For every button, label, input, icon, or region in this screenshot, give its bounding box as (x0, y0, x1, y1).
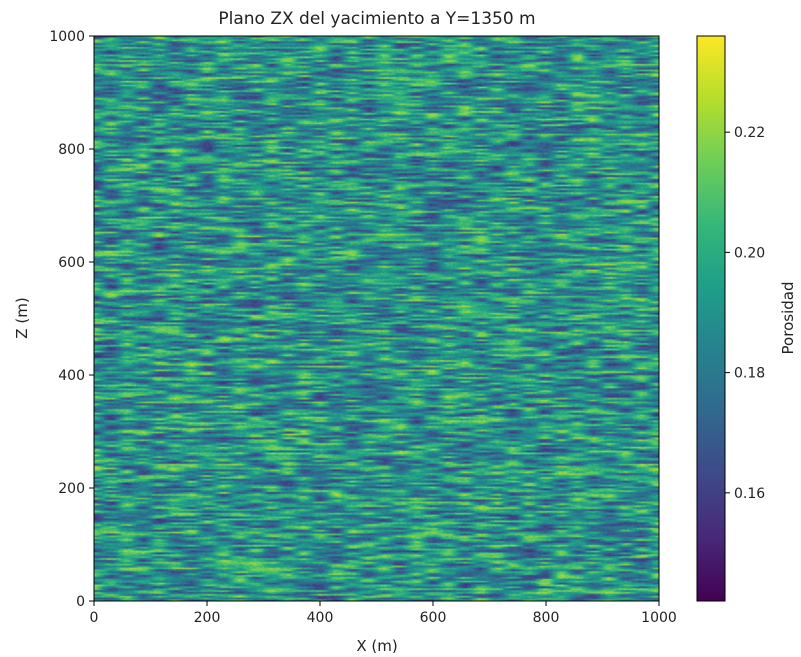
y-axis-label: Z (m) (13, 297, 31, 338)
colorbar-tick-label: 0.18 (734, 366, 765, 382)
x-tick-label: 600 (420, 610, 447, 626)
x-tick-label: 800 (533, 610, 560, 626)
colorbar-tick-label: 0.22 (734, 125, 765, 141)
colorbar-ticks: 0.16 0.18 0.20 0.22 (725, 125, 765, 502)
y-tick-label: 600 (58, 255, 85, 271)
y-tick-label: 200 (58, 481, 85, 497)
x-axis: 0 200 400 600 800 1000 (90, 601, 677, 626)
colorbar-label: Porosidad (779, 282, 797, 355)
y-tick-label: 0 (76, 594, 85, 610)
y-tick-label: 800 (58, 142, 85, 158)
y-axis: 0 200 400 600 800 1000 (49, 29, 94, 610)
x-tick-label: 400 (307, 610, 334, 626)
x-tick-label: 200 (194, 610, 221, 626)
x-axis-label: X (m) (356, 637, 397, 655)
x-tick-label: 1000 (641, 610, 677, 626)
y-tick-label: 400 (58, 368, 85, 384)
chart-title: Plano ZX del yacimiento a Y=1350 m (218, 9, 535, 29)
plot-frame (93, 35, 660, 602)
y-tick-label: 1000 (49, 29, 85, 45)
porosity-field-image (94, 36, 659, 601)
heatmap-plot-area (93, 35, 660, 602)
colorbar-tick-label: 0.20 (734, 245, 765, 261)
colorbar-gradient (697, 36, 725, 601)
colorbar: 0.16 0.18 0.20 0.22 (696, 35, 765, 602)
colorbar-frame (696, 35, 726, 602)
x-tick-label: 0 (90, 610, 99, 626)
colorbar-tick-label: 0.16 (734, 486, 765, 502)
